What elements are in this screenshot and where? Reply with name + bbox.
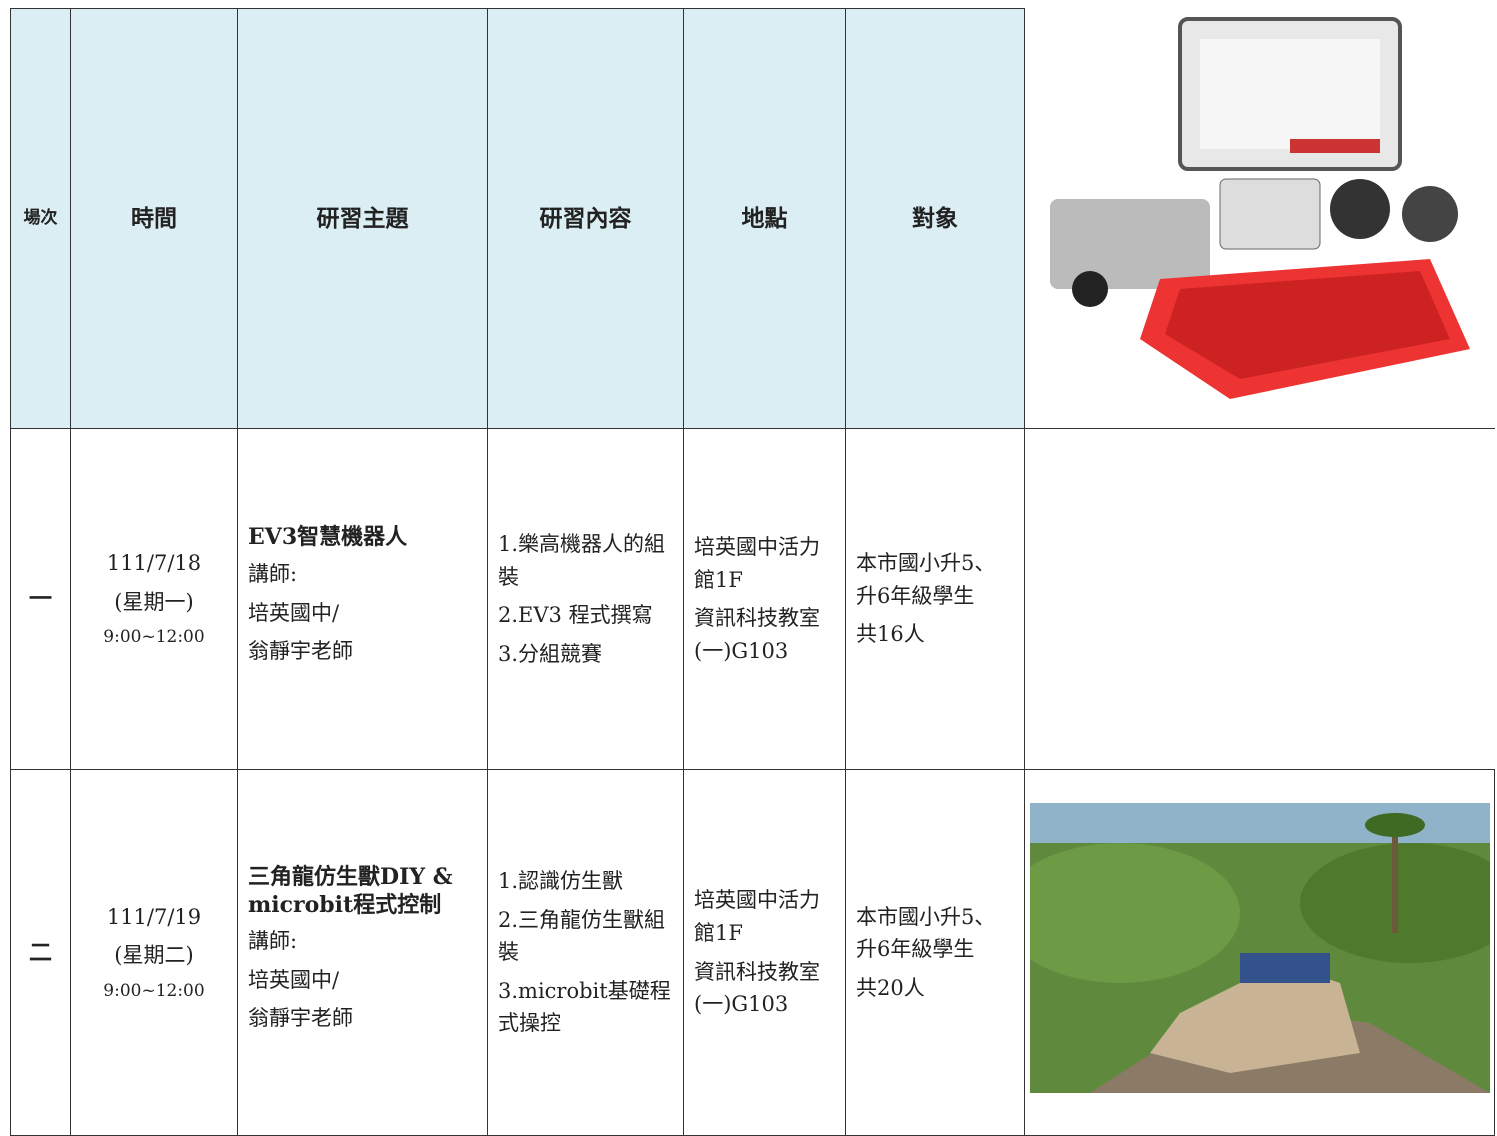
content-cell: 1.樂高機器人的組裝 2.EV3 程式撰寫 3.分組競賽 — [487, 428, 684, 771]
lecturer-line: 講師: — [248, 929, 298, 954]
page: 場次 時間 研習主題 研習內容 地點 對象 一 111/7/18 (星期一) 9:00… — [10, 7, 1497, 1136]
content-item: 3.分組競賽 — [498, 641, 603, 666]
date: 111/7/18 — [106, 551, 202, 576]
audience-cell: 本市國小升5、升6年級學生共20人 — [845, 769, 1025, 1136]
location-line: 培英國中活力館1F — [694, 534, 820, 592]
content-item: 1.認識仿生獸 — [498, 869, 624, 894]
time: 9:00~12:00 — [103, 980, 205, 1001]
photo-cell — [999, 769, 1497, 1136]
time-cell: 111/7/18 (星期一) 9:00~12:00 — [70, 428, 238, 771]
location-cell: 培英國中活力館1F 資訊科技教室(一)G103 — [683, 428, 846, 771]
schedule-table: 場次 時間 研習主題 研習內容 地點 對象 一 111/7/18 (星期一) 9:00… — [10, 7, 1497, 1136]
header-cell: 研習主題 — [237, 7, 488, 430]
topic-cell: 三角龍仿生獸DIY & microbit程式控制 講師: 培英國中/翁靜宇老師 — [237, 769, 488, 1136]
lecturer-line: 培英國中/ — [248, 967, 340, 992]
date: 111/7/19 — [106, 904, 202, 929]
weekday: (星期一) — [114, 589, 194, 614]
table-row: 一 111/7/18 (星期一) 9:00~12:00 EV3智慧機器人 講師: 培英國中/… — [10, 428, 1495, 771]
lecturer-line: 培英國中/ — [248, 600, 340, 625]
content-item: 2.三角龍仿生獸組裝 — [498, 907, 666, 965]
session-cell: 一 — [10, 428, 71, 771]
lecturer-line: 翁靜宇老師 — [248, 639, 353, 664]
content-item: 2.EV3 程式撰寫 — [498, 603, 653, 628]
content-item: 1.樂高機器人的組裝 — [498, 531, 666, 589]
content-cell: 1.認識仿生獸 2.三角龍仿生獸組裝 3.microbit基礎程式操控 — [487, 769, 684, 1136]
content-item: 3.microbit基礎程式操控 — [498, 978, 671, 1036]
audience-line: 共16人 — [856, 622, 925, 647]
topic-line: 三角龍仿生獸DIY & — [248, 864, 453, 891]
header-cell: 對象 — [845, 7, 1025, 430]
dinosaur-photo — [999, 802, 1497, 1093]
header-cell: 時間 — [70, 7, 238, 430]
topic-cell: EV3智慧機器人 講師: 培英國中/翁靜宇老師 — [237, 428, 488, 771]
topic: EV3智慧機器人 — [248, 524, 477, 552]
header-cell: 地點 — [683, 7, 846, 430]
audience-line: 本市國小升5、升6年級學生 — [856, 904, 996, 962]
weekday: (星期二) — [114, 943, 194, 968]
topic-line: microbit程式控制 — [248, 891, 442, 918]
topic: 三角龍仿生獸DIY & microbit程式控制 — [248, 864, 477, 919]
lecturer-line: 翁靜宇老師 — [248, 1006, 353, 1031]
header-cell: 研習內容 — [487, 7, 684, 430]
time-cell: 111/7/19 (星期二) 9:00~12:00 — [70, 769, 238, 1136]
session-cell: 二 — [10, 769, 71, 1136]
location-line: 資訊科技教室(一)G103 — [694, 959, 820, 1017]
table-row: 二 111/7/19 (星期二) 9:00~12:00 三角龍仿生獸DIY & micro… — [10, 769, 1497, 1136]
audience-line: 共20人 — [856, 975, 925, 1000]
location-line: 培英國中活力館1F — [694, 888, 820, 945]
topic-line: EV3智慧機器人 — [248, 524, 408, 551]
photo-cell — [1024, 8, 1495, 430]
robot-kit-photo — [1049, 16, 1470, 399]
audience-cell: 本市國小升5、升6年級學生共16人 — [845, 428, 1025, 771]
location-cell: 培英國中活力館1F 資訊科技教室(一)G103 — [683, 769, 846, 1136]
header-cell: 場次 — [10, 7, 71, 430]
time: 9:00~12:00 — [103, 627, 205, 648]
header-row: 場次 時間 研習主題 研習內容 地點 對象 — [10, 7, 1495, 430]
audience-line: 本市國小升5、升6年級學生 — [856, 551, 996, 608]
lecturer-line: 講師: — [248, 561, 298, 586]
location-line: 資訊科技教室(一)G103 — [694, 606, 820, 663]
